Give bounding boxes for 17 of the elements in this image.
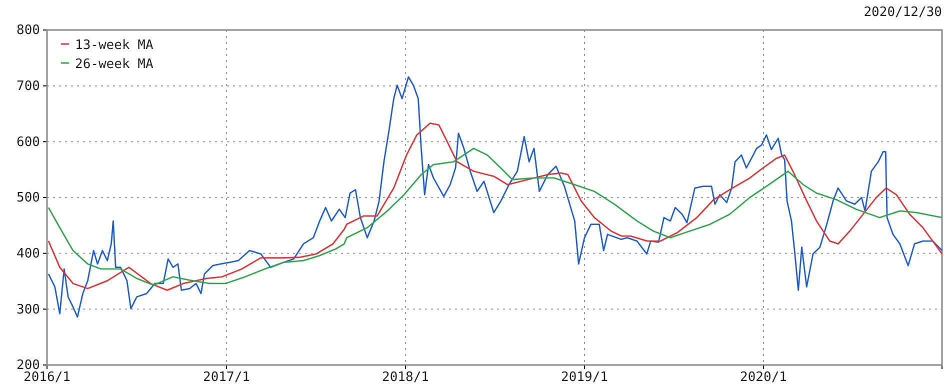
y-tick-label: 400 <box>16 246 40 262</box>
legend-label: 26-week MA <box>75 57 154 72</box>
line-series <box>48 76 943 318</box>
line-series <box>48 122 943 291</box>
y-tick-label: 800 <box>16 23 40 38</box>
chart-subtitle: 2020/12/30 <box>864 5 942 20</box>
x-tick-label: 2016/1 <box>24 370 70 386</box>
x-tick-label: 2017/1 <box>203 370 250 386</box>
legend-label: 13-week MA <box>75 38 154 53</box>
line-series <box>48 148 943 286</box>
y-tick-label: 600 <box>16 134 40 150</box>
y-tick-label: 500 <box>16 190 40 206</box>
y-tick-label: 300 <box>16 302 40 318</box>
x-tick-label: 2018/1 <box>382 370 429 386</box>
y-tick-label: 700 <box>16 78 40 94</box>
x-tick-label: 2019/1 <box>561 370 608 386</box>
x-tick-label: 2020/1 <box>740 370 787 386</box>
